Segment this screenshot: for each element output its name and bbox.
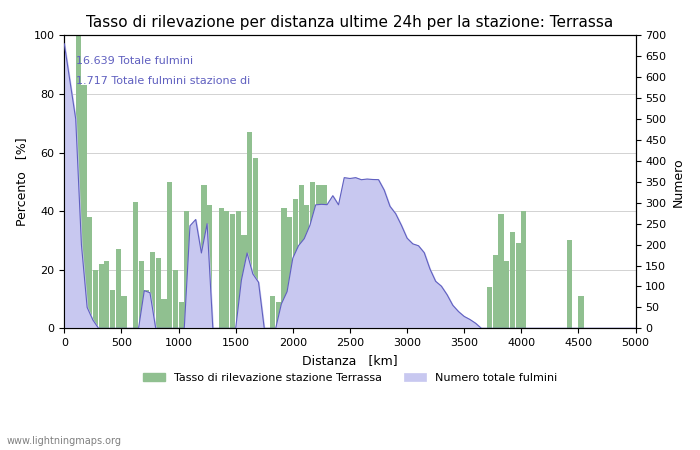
- Bar: [522, 211, 526, 328]
- Bar: [202, 185, 206, 328]
- Bar: [184, 211, 190, 328]
- Bar: [253, 158, 258, 328]
- Bar: [167, 182, 172, 328]
- Bar: [356, 320, 360, 328]
- Bar: [321, 185, 326, 328]
- Y-axis label: Numero: Numero: [672, 157, 685, 207]
- Bar: [344, 323, 349, 328]
- Bar: [121, 296, 127, 328]
- Bar: [178, 302, 183, 328]
- Bar: [104, 261, 109, 328]
- Bar: [270, 296, 275, 328]
- Bar: [241, 234, 246, 328]
- Bar: [196, 255, 201, 328]
- Bar: [332, 308, 338, 328]
- Bar: [304, 205, 309, 328]
- Bar: [316, 185, 321, 328]
- Bar: [247, 132, 252, 328]
- Bar: [133, 202, 138, 328]
- Bar: [144, 290, 149, 328]
- Y-axis label: Percento   [%]: Percento [%]: [15, 138, 28, 226]
- Bar: [87, 217, 92, 328]
- Bar: [116, 249, 121, 328]
- Bar: [504, 261, 510, 328]
- X-axis label: Distanza   [km]: Distanza [km]: [302, 354, 398, 367]
- Bar: [327, 302, 332, 328]
- Bar: [173, 270, 178, 328]
- Bar: [224, 211, 230, 328]
- Legend: Tasso di rilevazione stazione Terrassa, Numero totale fulmini: Tasso di rilevazione stazione Terrassa, …: [138, 369, 561, 387]
- Bar: [93, 270, 98, 328]
- Text: 1.717 Totale fulmini stazione di: 1.717 Totale fulmini stazione di: [76, 76, 250, 86]
- Text: www.lightningmaps.org: www.lightningmaps.org: [7, 436, 122, 446]
- Bar: [70, 108, 75, 328]
- Bar: [510, 232, 515, 328]
- Bar: [190, 258, 195, 328]
- Bar: [207, 205, 212, 328]
- Bar: [298, 185, 304, 328]
- Bar: [350, 317, 355, 328]
- Bar: [498, 214, 503, 328]
- Bar: [281, 208, 286, 328]
- Bar: [218, 208, 224, 328]
- Bar: [516, 243, 521, 328]
- Bar: [578, 296, 584, 328]
- Bar: [493, 255, 498, 328]
- Bar: [287, 217, 292, 328]
- Bar: [367, 323, 372, 328]
- Bar: [487, 287, 492, 328]
- Bar: [162, 299, 167, 328]
- Bar: [139, 261, 143, 328]
- Bar: [339, 314, 344, 328]
- Bar: [99, 264, 104, 328]
- Bar: [150, 252, 155, 328]
- Bar: [230, 214, 235, 328]
- Title: Tasso di rilevazione per distanza ultime 24h per la stazione: Terrassa: Tasso di rilevazione per distanza ultime…: [86, 15, 614, 30]
- Text: 16.639 Totale fulmini: 16.639 Totale fulmini: [76, 56, 192, 66]
- Bar: [310, 182, 315, 328]
- Bar: [81, 85, 87, 328]
- Bar: [236, 211, 241, 328]
- Bar: [361, 320, 367, 328]
- Bar: [293, 199, 298, 328]
- Bar: [110, 290, 115, 328]
- Bar: [373, 320, 378, 328]
- Bar: [155, 258, 161, 328]
- Bar: [567, 240, 572, 328]
- Bar: [276, 302, 281, 328]
- Bar: [76, 36, 80, 328]
